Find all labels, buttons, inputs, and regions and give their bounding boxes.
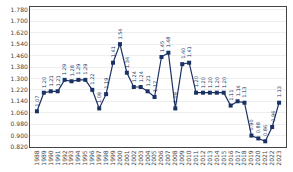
svg-text:2001: 2001	[123, 150, 130, 165]
svg-text:0.96: 0.96	[270, 111, 276, 122]
svg-text:1.54: 1.54	[117, 28, 123, 39]
svg-text:2014: 2014	[213, 150, 220, 165]
svg-text:2004: 2004	[144, 150, 151, 165]
svg-text:0.90: 0.90	[248, 119, 254, 130]
svg-text:1.13: 1.13	[276, 86, 282, 97]
svg-text:2018: 2018	[240, 150, 247, 165]
svg-text:1.21: 1.21	[145, 75, 151, 86]
svg-text:2016: 2016	[227, 150, 234, 165]
svg-text:1992: 1992	[61, 150, 68, 165]
svg-text:1.380: 1.380	[11, 63, 28, 70]
svg-text:1.34: 1.34	[124, 57, 130, 68]
svg-text:1996: 1996	[88, 150, 95, 165]
svg-text:1.20: 1.20	[214, 77, 220, 88]
svg-text:1989: 1989	[40, 150, 47, 165]
svg-text:1.29: 1.29	[75, 64, 81, 75]
svg-text:1.20: 1.20	[221, 77, 227, 88]
svg-text:2009: 2009	[178, 150, 185, 165]
svg-text:1.41: 1.41	[186, 46, 192, 57]
svg-text:2022: 2022	[268, 150, 275, 165]
svg-text:2011: 2011	[192, 150, 199, 165]
svg-text:1.19: 1.19	[103, 78, 109, 89]
svg-text:1991: 1991	[54, 150, 61, 165]
svg-text:1.45: 1.45	[159, 41, 165, 52]
svg-text:2008: 2008	[171, 150, 178, 165]
svg-text:0.900: 0.900	[11, 132, 28, 139]
svg-text:1.17: 1.17	[152, 81, 158, 92]
svg-text:1.20: 1.20	[207, 77, 213, 88]
svg-text:1.24: 1.24	[138, 71, 144, 82]
svg-text:2000: 2000	[116, 150, 123, 165]
svg-text:1.29: 1.29	[82, 64, 88, 75]
svg-text:1.060: 1.060	[11, 109, 28, 116]
svg-text:1.14: 1.14	[235, 85, 241, 96]
svg-text:1.20: 1.20	[200, 77, 206, 88]
svg-text:1.13: 1.13	[241, 87, 247, 98]
svg-text:2019: 2019	[247, 150, 254, 165]
svg-text:2013: 2013	[206, 150, 213, 165]
svg-text:2005: 2005	[150, 150, 157, 165]
svg-text:2012: 2012	[199, 150, 206, 165]
svg-text:0.86: 0.86	[262, 125, 268, 136]
svg-text:1.09: 1.09	[172, 92, 178, 103]
svg-text:1.300: 1.300	[11, 75, 28, 82]
svg-text:1.780: 1.780	[11, 6, 28, 13]
svg-text:1988: 1988	[33, 150, 40, 165]
svg-text:0.980: 0.980	[11, 120, 28, 127]
svg-text:1.48: 1.48	[165, 36, 171, 47]
svg-text:1.620: 1.620	[11, 29, 28, 36]
svg-text:1.41: 1.41	[110, 46, 116, 57]
svg-text:2003: 2003	[137, 150, 144, 165]
svg-text:2015: 2015	[220, 150, 227, 165]
svg-text:0.88: 0.88	[255, 122, 261, 133]
svg-text:2007: 2007	[164, 150, 171, 165]
svg-text:1.21: 1.21	[48, 75, 54, 86]
svg-text:2023: 2023	[275, 150, 282, 165]
svg-text:1997: 1997	[95, 150, 102, 165]
svg-text:1.28: 1.28	[69, 65, 75, 76]
svg-text:1.24: 1.24	[131, 71, 137, 82]
svg-text:1.22: 1.22	[89, 73, 95, 84]
svg-text:1.700: 1.700	[11, 17, 28, 24]
svg-text:1.20: 1.20	[193, 76, 199, 87]
svg-text:1.540: 1.540	[11, 40, 28, 47]
svg-text:2020: 2020	[254, 150, 261, 165]
svg-text:1.21: 1.21	[55, 75, 61, 86]
svg-text:1998: 1998	[102, 150, 109, 165]
svg-text:1.07: 1.07	[34, 96, 40, 107]
svg-text:1993: 1993	[67, 150, 74, 165]
svg-text:1.11: 1.11	[228, 90, 234, 101]
svg-text:1.140: 1.140	[11, 97, 28, 104]
svg-text:1999: 1999	[109, 150, 116, 165]
svg-text:2017: 2017	[234, 150, 241, 165]
svg-text:1.29: 1.29	[61, 64, 67, 75]
svg-text:2006: 2006	[157, 150, 164, 165]
svg-text:1995: 1995	[81, 150, 88, 165]
svg-text:1.20: 1.20	[41, 77, 47, 88]
svg-text:2010: 2010	[185, 150, 192, 165]
svg-text:0.820: 0.820	[11, 143, 28, 150]
svg-text:1994: 1994	[74, 150, 81, 165]
svg-text:1.220: 1.220	[11, 86, 28, 93]
svg-text:2002: 2002	[130, 150, 137, 165]
svg-text:1.40: 1.40	[180, 48, 186, 59]
svg-text:1.09: 1.09	[96, 92, 102, 103]
svg-text:1990: 1990	[47, 150, 54, 165]
svg-text:2021: 2021	[261, 150, 268, 165]
svg-text:1.460: 1.460	[11, 52, 28, 59]
